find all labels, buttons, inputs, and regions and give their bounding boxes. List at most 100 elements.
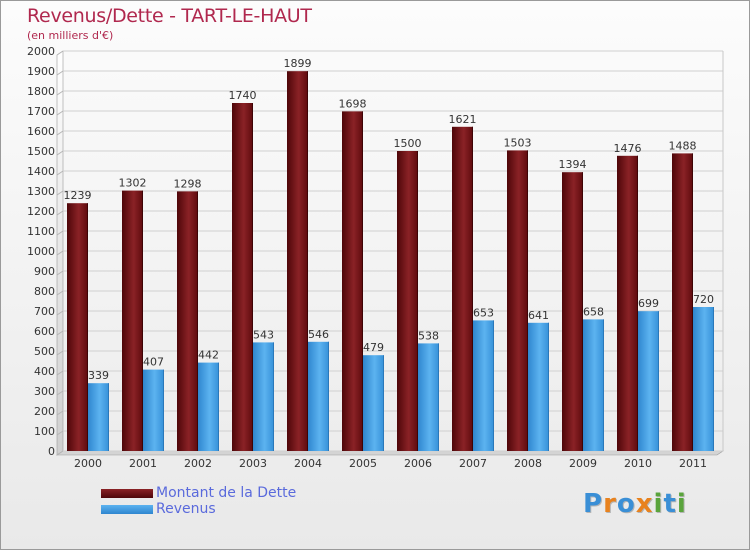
bar-debt [397, 151, 418, 451]
x-tick-label: 2010 [624, 457, 652, 470]
bar-debt [672, 153, 693, 451]
gridline-wall [56, 130, 64, 136]
y-tick-label: 600 [34, 325, 55, 338]
data-label-revenue: 653 [473, 306, 494, 319]
data-label-debt: 1503 [504, 136, 532, 149]
y-tick-label: 900 [34, 265, 55, 278]
bar-debt [452, 126, 473, 452]
gridline-wall [56, 350, 64, 356]
data-label-debt: 1488 [669, 139, 697, 152]
legend-swatch-revenue [101, 505, 153, 514]
y-tick-label: 400 [34, 365, 55, 378]
data-label-debt: 1476 [614, 142, 642, 155]
y-tick-label: 1600 [27, 125, 55, 138]
bar-debt [232, 103, 253, 451]
y-tick-label: 1200 [27, 205, 55, 218]
legend-swatch-debt [101, 489, 153, 498]
gridline-wall [56, 250, 64, 256]
gridline-wall [56, 450, 64, 456]
data-label-debt: 1500 [394, 137, 422, 150]
x-tick-label: 2009 [569, 457, 597, 470]
gridline-wall [56, 170, 64, 176]
data-label-revenue: 720 [693, 293, 714, 306]
bar-debt [342, 111, 363, 452]
gridline-wall [56, 90, 64, 96]
bar-debt [562, 172, 583, 451]
y-tick-label: 1500 [27, 145, 55, 158]
gridline-wall [56, 70, 64, 76]
bar-revenue [473, 320, 494, 451]
gridline-wall [56, 50, 64, 56]
y-tick-label: 1900 [27, 65, 55, 78]
bar-revenue [693, 307, 714, 451]
gridline-wall [56, 210, 64, 216]
bar-revenue [363, 355, 384, 451]
bar-revenue [143, 369, 164, 451]
data-label-revenue: 546 [308, 328, 329, 341]
y-tick-label: 1000 [27, 245, 55, 258]
data-label-revenue: 407 [143, 356, 164, 369]
data-label-revenue: 479 [363, 341, 384, 354]
gridline-wall [56, 230, 64, 236]
bar-revenue [253, 342, 274, 451]
data-label-debt: 1302 [119, 177, 147, 190]
data-label-debt: 1239 [64, 189, 92, 202]
y-tick-label: 1400 [27, 165, 55, 178]
legend-label-revenue: Revenus [156, 501, 216, 517]
gridline-wall [56, 150, 64, 156]
bar-revenue [88, 383, 109, 451]
y-tick-label: 1100 [27, 225, 55, 238]
x-tick-label: 2000 [74, 457, 102, 470]
x-tick-label: 2008 [514, 457, 542, 470]
data-label-debt: 1698 [339, 97, 367, 110]
data-label-debt: 1621 [449, 113, 477, 126]
data-label-revenue: 658 [583, 305, 604, 318]
gridline-wall [56, 110, 64, 116]
data-label-debt: 1298 [174, 177, 202, 190]
gridline-wall [56, 330, 64, 336]
bar-revenue [638, 311, 659, 451]
bar-debt [177, 191, 198, 451]
x-tick-label: 2007 [459, 457, 487, 470]
y-tick-label: 100 [34, 425, 55, 438]
y-tick-label: 1700 [27, 105, 55, 118]
x-tick-label: 2003 [239, 457, 267, 470]
gridline-wall [56, 410, 64, 416]
gridline-wall [56, 270, 64, 276]
data-label-debt: 1740 [229, 89, 257, 102]
data-label-revenue: 538 [418, 329, 439, 342]
bar-revenue [308, 341, 329, 451]
y-tick-label: 300 [34, 385, 55, 398]
y-tick-label: 0 [48, 445, 55, 458]
data-label-revenue: 641 [528, 309, 549, 322]
data-label-revenue: 339 [88, 369, 109, 382]
data-label-revenue: 442 [198, 349, 219, 362]
gridline-wall [56, 190, 64, 196]
data-label-debt: 1394 [559, 158, 587, 171]
chart-subtitle: (en milliers d'€) [27, 29, 114, 42]
x-tick-label: 2004 [294, 457, 322, 470]
bar-revenue [198, 362, 219, 451]
chart-title: Revenus/Dette - TART-LE-HAUT [27, 5, 312, 27]
data-label-revenue: 699 [638, 297, 659, 310]
gridline-wall [56, 290, 64, 296]
bar-chart: 0 100 200 300 400 500 600 700 800 900 1000 1100 1200… [27, 45, 724, 470]
bar-revenue [528, 322, 549, 451]
proxiti-logo: Proxiti [583, 489, 687, 519]
gridline-wall [56, 430, 64, 436]
bar-debt [287, 71, 308, 451]
x-tick-label: 2006 [404, 457, 432, 470]
bar-revenue [583, 319, 604, 451]
bar-revenue [418, 343, 439, 451]
x-tick-label: 2002 [184, 457, 212, 470]
y-tick-label: 700 [34, 305, 55, 318]
y-tick-label: 1800 [27, 85, 55, 98]
bar-debt [507, 150, 528, 451]
x-tick-label: 2001 [129, 457, 157, 470]
y-tick-label: 2000 [27, 45, 55, 58]
gridline-wall [56, 370, 64, 376]
bar-debt [122, 190, 143, 451]
y-tick-label: 200 [34, 405, 55, 418]
gridline-wall [56, 310, 64, 316]
